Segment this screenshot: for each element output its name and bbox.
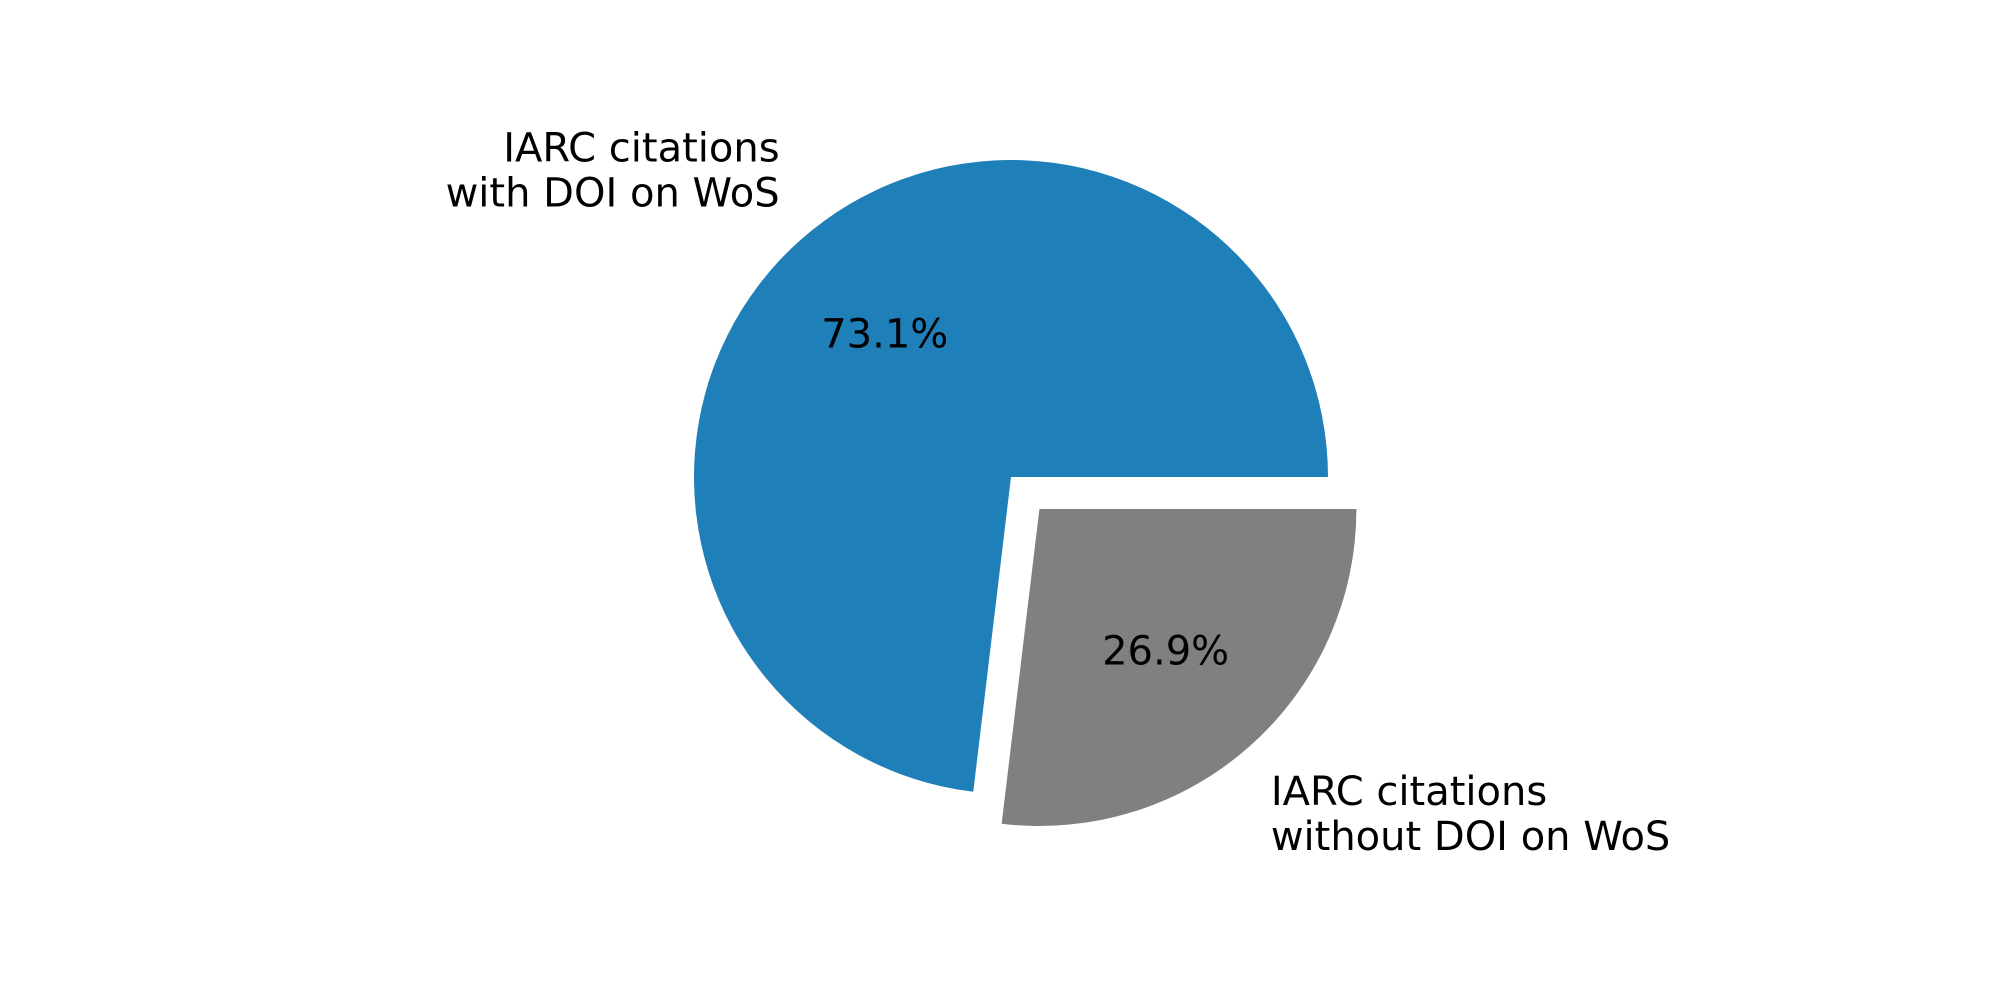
pie-slice-percent-label: 26.9% bbox=[1102, 628, 1229, 674]
pie-labels: 73.1%IARC citations with DOI on WoS26.9%I… bbox=[446, 125, 1671, 860]
pie-slice-category-label-line: with DOI on WoS bbox=[446, 170, 780, 216]
pie-slice-category-label-line: IARC citations bbox=[503, 125, 779, 171]
pie-slice-category-label-line: without DOI on WoS bbox=[1271, 814, 1671, 860]
pie-slice-category-label: IARC citations without DOI on WoS bbox=[1271, 769, 1671, 860]
pie-slice-category-label: IARC citations with DOI on WoS bbox=[446, 125, 780, 216]
pie-slice-percent-label: 73.1% bbox=[821, 312, 948, 358]
pie-slice-1 bbox=[1001, 509, 1357, 827]
pie-slices bbox=[693, 159, 1357, 827]
pie-slice-0 bbox=[693, 159, 1328, 792]
pie-slice-category-label-line: IARC citations bbox=[1271, 769, 1547, 815]
